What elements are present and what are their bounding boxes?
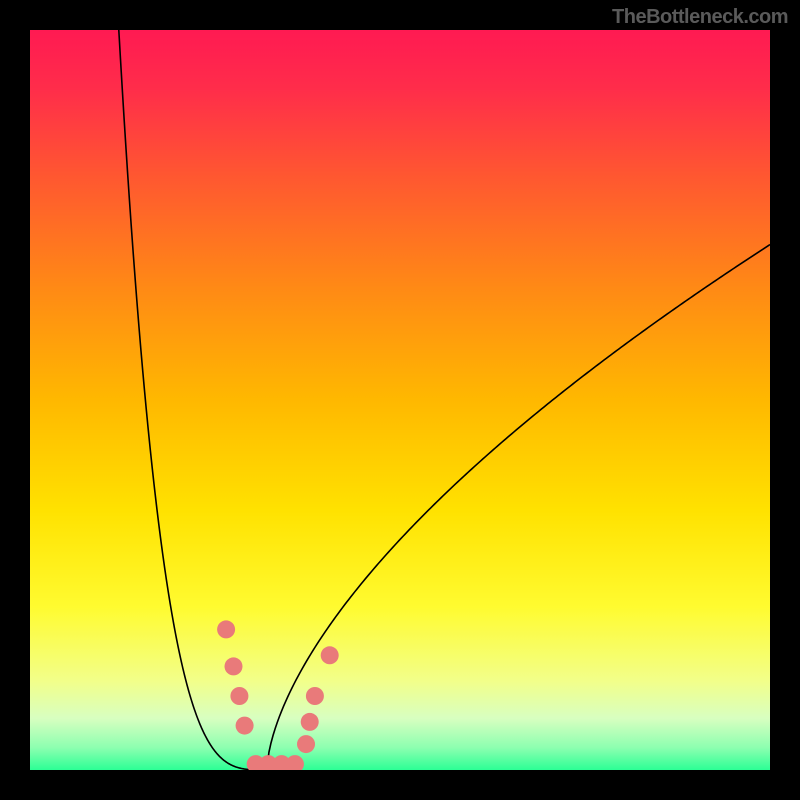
data-marker [225, 657, 243, 675]
watermark-text: TheBottleneck.com [612, 6, 788, 29]
data-marker [230, 687, 248, 705]
plot-svg [30, 30, 770, 770]
data-marker [306, 687, 324, 705]
data-marker [321, 646, 339, 664]
data-marker [217, 620, 235, 638]
data-marker [297, 735, 315, 753]
data-marker [301, 713, 319, 731]
gradient-background [30, 30, 770, 770]
chart-container: TheBottleneck.com [0, 0, 800, 800]
data-marker [236, 717, 254, 735]
plot-area [30, 30, 770, 770]
